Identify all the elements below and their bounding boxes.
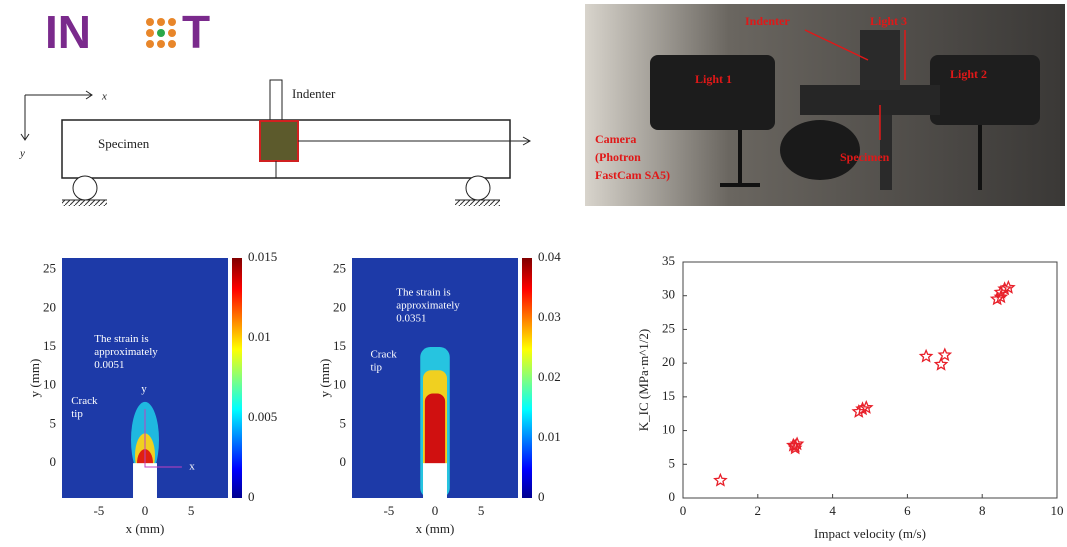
- y-axis-label: y (mm): [27, 359, 42, 398]
- marker: [937, 347, 953, 362]
- photo-label: Light 1: [695, 72, 732, 86]
- y-tick-label: 0: [340, 454, 347, 469]
- crack-tip-label: tip: [71, 408, 83, 420]
- crack-tip-label: tip: [370, 361, 382, 373]
- x-axis-label: x (mm): [126, 521, 165, 536]
- marker: [993, 289, 1009, 304]
- y-tick-label: 5: [340, 415, 347, 430]
- y-axis-label: K_IC (MPa·m^1/2): [636, 329, 651, 432]
- colorbar-tick-label: 0.02: [538, 369, 561, 384]
- marker: [933, 356, 949, 371]
- y-tick-label: 0: [50, 454, 57, 469]
- y-tick-label: 35: [662, 253, 675, 268]
- y-tick-label: 5: [50, 415, 57, 430]
- specimen-label: Specimen: [98, 136, 150, 151]
- logo-right: T: [182, 6, 210, 58]
- marker: [858, 399, 874, 414]
- marker: [787, 438, 803, 453]
- marker: [713, 472, 728, 487]
- local-x: x: [189, 461, 195, 473]
- local-y: y: [141, 383, 147, 395]
- annotation: approximately: [94, 346, 158, 358]
- y-axis-label: y (mm): [317, 359, 332, 398]
- colorbar-tick-label: 0.04: [538, 249, 561, 264]
- x-tick-label: 4: [829, 503, 836, 518]
- indenter-label: Indenter: [292, 86, 336, 101]
- axis-y: y: [19, 148, 25, 160]
- logo: IN T: [45, 6, 210, 58]
- colorbar-tick-label: 0.005: [248, 409, 277, 424]
- x-tick-label: 6: [904, 503, 911, 518]
- logo-left: IN: [45, 6, 91, 58]
- photo-label: Specimen: [840, 150, 890, 164]
- colorbar-tick-label: 0.03: [538, 309, 561, 324]
- colorbar-tick-label: 0: [248, 489, 255, 504]
- y-tick-label: 10: [662, 422, 675, 437]
- x-tick-label: 0: [680, 503, 687, 518]
- notch: [133, 463, 157, 498]
- y-tick-label: 20: [662, 354, 675, 369]
- y-tick-label: 25: [662, 320, 675, 335]
- x-tick-label: 0: [432, 503, 439, 518]
- notch: [423, 463, 447, 498]
- photo-label: Indenter: [745, 14, 790, 28]
- x-tick-label: 2: [755, 503, 762, 518]
- y-tick-label: 20: [43, 299, 56, 314]
- y-tick-label: 15: [662, 388, 675, 403]
- crack-tip-label: Crack: [370, 348, 397, 360]
- colorbar: [232, 258, 242, 498]
- y-tick-label: 15: [333, 338, 346, 353]
- x-tick-label: 10: [1051, 503, 1064, 518]
- y-tick-label: 30: [662, 287, 675, 302]
- y-tick-label: 25: [333, 261, 346, 276]
- photo-label: (Photron: [595, 150, 641, 164]
- colorbar: [522, 258, 532, 498]
- x-tick-label: -5: [93, 503, 104, 518]
- y-tick-label: 0: [669, 489, 676, 504]
- y-tick-label: 25: [43, 261, 56, 276]
- colorbar-tick-label: 0.01: [248, 329, 271, 344]
- marker: [1001, 279, 1016, 294]
- x-tick-label: 0: [142, 503, 149, 518]
- photo-label: Light 3: [870, 14, 907, 28]
- photo-label: Light 2: [950, 67, 987, 81]
- plot-frame: [682, 261, 1058, 499]
- x-axis-label: Impact velocity (m/s): [814, 526, 926, 541]
- schematic: [20, 79, 532, 206]
- x-tick-label: 8: [979, 503, 986, 518]
- y-tick-label: 10: [333, 377, 346, 392]
- y-tick-label: 10: [43, 377, 56, 392]
- local-axes: [144, 408, 182, 468]
- x-axis-label: x (mm): [416, 521, 455, 536]
- crack-tip-label: Crack: [71, 395, 98, 407]
- photo-label: FastCam SA5): [595, 168, 670, 182]
- annotation: The strain is: [396, 286, 450, 298]
- colorbar-tick-label: 0.015: [248, 249, 277, 264]
- colorbar-tick-label: 0: [538, 489, 545, 504]
- annotation: approximately: [396, 299, 460, 311]
- annotation: The strain is: [94, 333, 148, 345]
- x-tick-label: -5: [383, 503, 394, 518]
- photo-label: Camera: [595, 132, 636, 146]
- axis-x: x: [101, 91, 107, 103]
- y-tick-label: 20: [333, 299, 346, 314]
- y-tick-label: 15: [43, 338, 56, 353]
- annotation: 0.0351: [396, 312, 426, 324]
- colorbar-tick-label: 0.01: [538, 429, 561, 444]
- x-tick-label: 5: [188, 503, 195, 518]
- y-tick-label: 5: [669, 455, 676, 470]
- annotation: 0.0051: [94, 359, 124, 371]
- x-tick-label: 5: [478, 503, 485, 518]
- photo: Indenter Light 3 Light 1 Light 2 Camera …: [585, 4, 1065, 206]
- marker: [918, 348, 934, 363]
